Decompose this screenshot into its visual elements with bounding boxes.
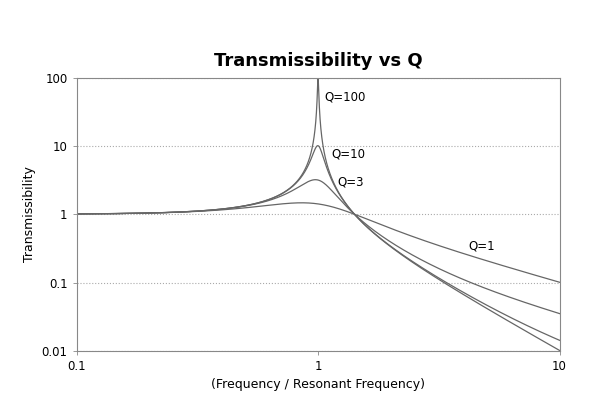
Text: Q=1: Q=1 xyxy=(469,240,495,253)
Text: Q=10: Q=10 xyxy=(331,148,365,161)
Y-axis label: Transmissibility: Transmissibility xyxy=(23,166,36,262)
Text: Q=3: Q=3 xyxy=(337,175,363,188)
Text: Q=100: Q=100 xyxy=(324,91,366,104)
X-axis label: (Frequency / Resonant Frequency): (Frequency / Resonant Frequency) xyxy=(211,379,425,391)
Title: Transmissibility vs Q: Transmissibility vs Q xyxy=(214,52,422,71)
